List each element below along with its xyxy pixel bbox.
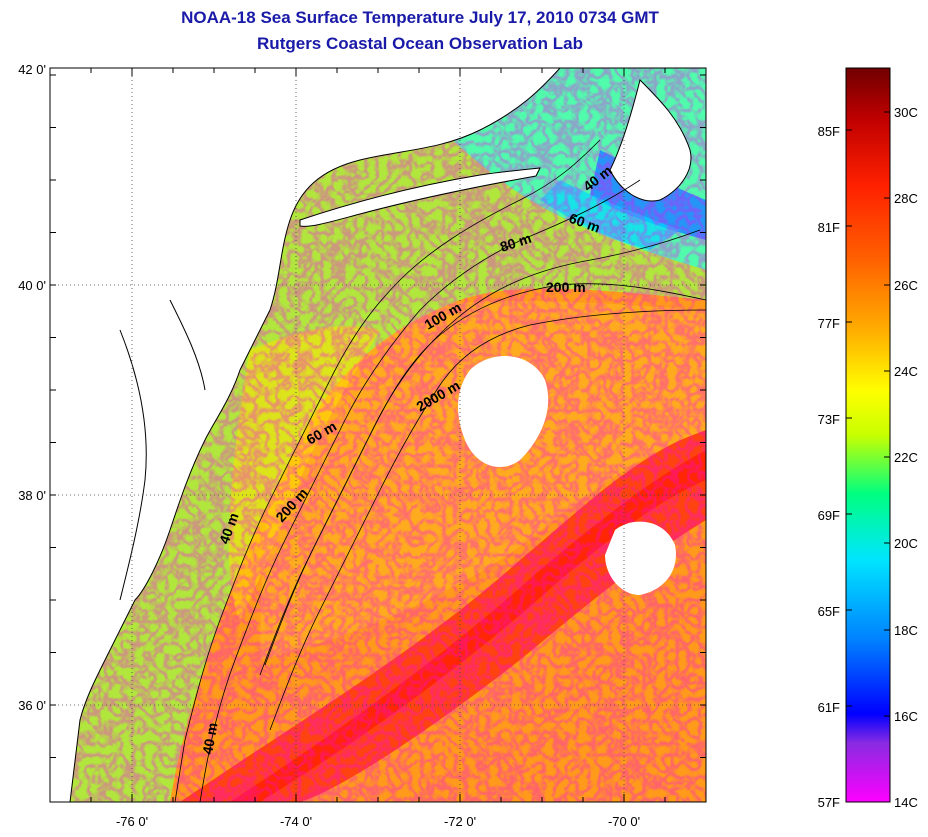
isobath-label: 200 m — [546, 279, 586, 295]
longitude-labels: -76 0' -74 0' -72 0' -70 0' — [116, 814, 640, 829]
celsius-label: 24C — [894, 364, 918, 379]
colorbar — [845, 67, 891, 803]
fahrenheit-label: 85F — [818, 124, 840, 139]
celsius-label: 14C — [894, 795, 918, 810]
isobath-lines — [174, 139, 706, 802]
lat-label: 40 0' — [18, 278, 46, 293]
axis-ticks — [49, 68, 707, 802]
celsius-label: 30C — [894, 105, 918, 120]
fahrenheit-label: 61F — [818, 700, 840, 715]
lon-label: -76 0' — [116, 814, 148, 829]
sst-image — [50, 68, 706, 802]
lon-label: -74 0' — [280, 814, 312, 829]
colorbar-celsius-labels: 30C 28C 26C 24C 22C 20C 18C 16C 14C — [894, 105, 918, 810]
celsius-label: 18C — [894, 623, 918, 638]
fahrenheit-label: 77F — [818, 316, 840, 331]
colorbar-fahrenheit-labels: 85F 81F 77F 73F 69F 65F 61F 57F — [818, 124, 840, 810]
fahrenheit-label: 69F — [818, 508, 840, 523]
map-subtitle: Rutgers Coastal Ocean Observation Lab — [257, 34, 583, 53]
lat-label: 36 0' — [18, 698, 46, 713]
grid-lines — [50, 68, 706, 802]
fahrenheit-label: 73F — [818, 412, 840, 427]
celsius-label: 22C — [894, 450, 918, 465]
lon-label: -72 0' — [444, 814, 476, 829]
celsius-label: 28C — [894, 191, 918, 206]
colorbar-ticks — [846, 111, 890, 803]
lat-label: 42 0' — [18, 62, 46, 77]
fahrenheit-label: 65F — [818, 604, 840, 619]
lat-label: 38 0' — [18, 488, 46, 503]
lon-label: -70 0' — [608, 814, 640, 829]
map-title: NOAA-18 Sea Surface Temperature July 17,… — [181, 8, 659, 27]
fahrenheit-label: 57F — [818, 795, 840, 810]
latitude-labels: 42 0' 40 0' 38 0' 36 0' — [18, 62, 46, 713]
fahrenheit-label: 81F — [818, 220, 840, 235]
celsius-label: 20C — [894, 536, 918, 551]
isobath-label: 40 m — [199, 721, 220, 755]
celsius-label: 26C — [894, 278, 918, 293]
celsius-label: 16C — [894, 709, 918, 724]
